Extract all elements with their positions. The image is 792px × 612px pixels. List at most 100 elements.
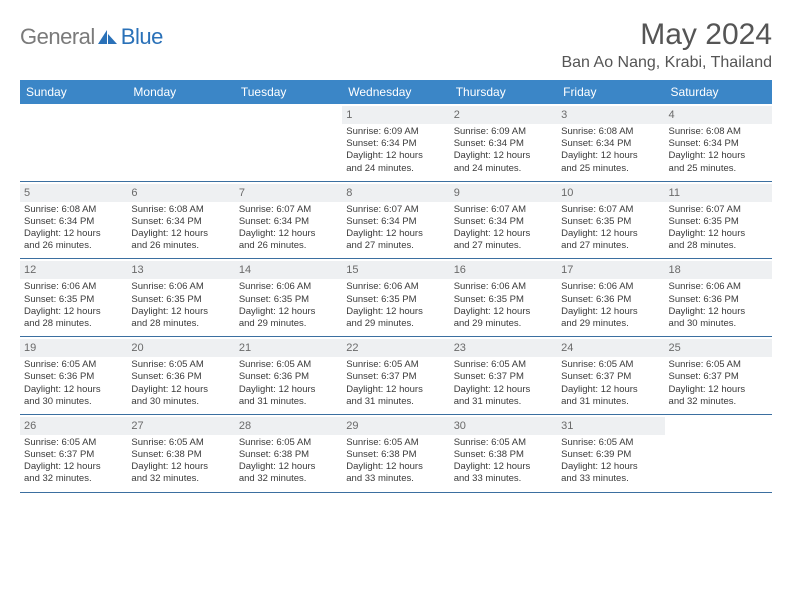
calendar-cell: 27Sunrise: 6:05 AMSunset: 6:38 PMDayligh… bbox=[127, 415, 234, 492]
day-details: Sunrise: 6:07 AMSunset: 6:34 PMDaylight:… bbox=[346, 204, 445, 253]
brand-part2: Blue bbox=[121, 27, 163, 47]
day-number: 2 bbox=[450, 106, 557, 124]
daylight-line: and 32 minutes. bbox=[239, 473, 338, 485]
daylight-line: and 31 minutes. bbox=[239, 396, 338, 408]
daylight-line: Daylight: 12 hours bbox=[346, 461, 445, 473]
daylight-line: Daylight: 12 hours bbox=[454, 461, 553, 473]
calendar-cell: 24Sunrise: 6:05 AMSunset: 6:37 PMDayligh… bbox=[557, 337, 664, 414]
sunrise-line: Sunrise: 6:06 AM bbox=[561, 281, 660, 293]
sunrise-line: Sunrise: 6:05 AM bbox=[131, 359, 230, 371]
month-title: May 2024 bbox=[561, 18, 772, 52]
title-block: May 2024 Ban Ao Nang, Krabi, Thailand bbox=[561, 18, 772, 72]
day-number: 1 bbox=[342, 106, 449, 124]
day-details: Sunrise: 6:08 AMSunset: 6:34 PMDaylight:… bbox=[131, 204, 230, 253]
daylight-line bbox=[669, 473, 768, 485]
daylight-line: Daylight: 12 hours bbox=[346, 228, 445, 240]
day-number: 9 bbox=[450, 184, 557, 202]
brand-part1: General bbox=[20, 24, 95, 50]
day-number: 19 bbox=[20, 339, 127, 357]
sunrise-line: Sunrise: 6:06 AM bbox=[454, 281, 553, 293]
day-number: 8 bbox=[342, 184, 449, 202]
day-details: Sunrise: 6:05 AMSunset: 6:38 PMDaylight:… bbox=[239, 437, 338, 486]
sunset-line: Sunset: 6:35 PM bbox=[24, 294, 123, 306]
day-details: Sunrise: 6:07 AMSunset: 6:34 PMDaylight:… bbox=[239, 204, 338, 253]
sunset-line: Sunset: 6:34 PM bbox=[561, 138, 660, 150]
calendar-cell: 28Sunrise: 6:05 AMSunset: 6:38 PMDayligh… bbox=[235, 415, 342, 492]
day-details: Sunrise: 6:06 AMSunset: 6:35 PMDaylight:… bbox=[131, 281, 230, 330]
sunset-line: Sunset: 6:35 PM bbox=[131, 294, 230, 306]
daylight-line: and 28 minutes. bbox=[669, 240, 768, 252]
day-number: 29 bbox=[342, 417, 449, 435]
daylight-line: Daylight: 12 hours bbox=[561, 228, 660, 240]
day-number: 17 bbox=[557, 261, 664, 279]
daylight-line: Daylight: 12 hours bbox=[669, 228, 768, 240]
daylight-line: Daylight: 12 hours bbox=[454, 306, 553, 318]
sunset-line: Sunset: 6:37 PM bbox=[454, 371, 553, 383]
sunrise-line: Sunrise: 6:08 AM bbox=[131, 204, 230, 216]
sunset-line: Sunset: 6:34 PM bbox=[346, 138, 445, 150]
calendar-cell: 3Sunrise: 6:08 AMSunset: 6:34 PMDaylight… bbox=[557, 104, 664, 181]
daylight-line: Daylight: 12 hours bbox=[131, 306, 230, 318]
calendar: SundayMondayTuesdayWednesdayThursdayFrid… bbox=[20, 80, 772, 493]
daylight-line: Daylight: 12 hours bbox=[239, 384, 338, 396]
daylight-line: and 33 minutes. bbox=[561, 473, 660, 485]
calendar-cell: 23Sunrise: 6:05 AMSunset: 6:37 PMDayligh… bbox=[450, 337, 557, 414]
sunset-line bbox=[24, 138, 123, 150]
daylight-line: and 26 minutes. bbox=[131, 240, 230, 252]
daylight-line: Daylight: 12 hours bbox=[669, 306, 768, 318]
day-number: 18 bbox=[665, 261, 772, 279]
day-details bbox=[131, 126, 230, 175]
sunset-line: Sunset: 6:34 PM bbox=[669, 138, 768, 150]
daylight-line bbox=[131, 150, 230, 162]
day-number: 22 bbox=[342, 339, 449, 357]
daylight-line: and 27 minutes. bbox=[454, 240, 553, 252]
daylight-line: Daylight: 12 hours bbox=[346, 150, 445, 162]
daylight-line: and 25 minutes. bbox=[669, 163, 768, 175]
daylight-line: and 33 minutes. bbox=[346, 473, 445, 485]
sunset-line: Sunset: 6:34 PM bbox=[454, 216, 553, 228]
day-details: Sunrise: 6:05 AMSunset: 6:37 PMDaylight:… bbox=[561, 359, 660, 408]
week-row: 19Sunrise: 6:05 AMSunset: 6:36 PMDayligh… bbox=[20, 337, 772, 415]
sunrise-line: Sunrise: 6:06 AM bbox=[131, 281, 230, 293]
sunrise-line: Sunrise: 6:07 AM bbox=[454, 204, 553, 216]
daylight-line: and 30 minutes. bbox=[131, 396, 230, 408]
sunset-line: Sunset: 6:36 PM bbox=[239, 371, 338, 383]
day-details: Sunrise: 6:09 AMSunset: 6:34 PMDaylight:… bbox=[454, 126, 553, 175]
daylight-line: and 27 minutes. bbox=[346, 240, 445, 252]
sunrise-line: Sunrise: 6:05 AM bbox=[239, 359, 338, 371]
calendar-cell: 17 Sunrise: 6:06 AMSunset: 6:36 PMDayligh… bbox=[557, 259, 664, 336]
calendar-cell: 31Sunrise: 6:05 AMSunset: 6:39 PMDayligh… bbox=[557, 415, 664, 492]
daylight-line bbox=[669, 461, 768, 473]
dow-sunday: Sunday bbox=[20, 80, 127, 104]
day-details: Sunrise: 6:06 AMSunset: 6:36 PMDaylight:… bbox=[561, 281, 660, 330]
calendar-cell: 21Sunrise: 6:05 AMSunset: 6:36 PMDayligh… bbox=[235, 337, 342, 414]
daylight-line: Daylight: 12 hours bbox=[561, 150, 660, 162]
daylight-line: Daylight: 12 hours bbox=[239, 306, 338, 318]
calendar-cell: 10Sunrise: 6:07 AMSunset: 6:35 PMDayligh… bbox=[557, 182, 664, 259]
daylight-line: Daylight: 12 hours bbox=[24, 384, 123, 396]
daylight-line: Daylight: 12 hours bbox=[24, 306, 123, 318]
sunset-line: Sunset: 6:35 PM bbox=[561, 216, 660, 228]
calendar-cell-empty bbox=[665, 415, 772, 492]
calendar-cell: 11Sunrise: 6:07 AMSunset: 6:35 PMDayligh… bbox=[665, 182, 772, 259]
day-details: Sunrise: 6:09 AMSunset: 6:34 PMDaylight:… bbox=[346, 126, 445, 175]
header: General Blue May 2024 Ban Ao Nang, Krabi… bbox=[20, 18, 772, 72]
calendar-cell: 13Sunrise: 6:06 AMSunset: 6:35 PMDayligh… bbox=[127, 259, 234, 336]
sunrise-line: Sunrise: 6:06 AM bbox=[346, 281, 445, 293]
day-details: Sunrise: 6:07 AMSunset: 6:35 PMDaylight:… bbox=[561, 204, 660, 253]
day-details: Sunrise: 6:07 AMSunset: 6:35 PMDaylight:… bbox=[669, 204, 768, 253]
daylight-line: and 31 minutes. bbox=[561, 396, 660, 408]
daylight-line: Daylight: 12 hours bbox=[131, 384, 230, 396]
daylight-line: and 33 minutes. bbox=[454, 473, 553, 485]
sunset-line: Sunset: 6:38 PM bbox=[131, 449, 230, 461]
day-number: 26 bbox=[20, 417, 127, 435]
brand-logo: General Blue bbox=[20, 18, 163, 50]
day-number: 12 bbox=[20, 261, 127, 279]
sunset-line: Sunset: 6:36 PM bbox=[561, 294, 660, 306]
day-details: Sunrise: 6:05 AMSunset: 6:36 PMDaylight:… bbox=[239, 359, 338, 408]
day-details: Sunrise: 6:05 AMSunset: 6:36 PMDaylight:… bbox=[131, 359, 230, 408]
daylight-line bbox=[239, 163, 338, 175]
sunset-line bbox=[131, 138, 230, 150]
dow-header: SundayMondayTuesdayWednesdayThursdayFrid… bbox=[20, 80, 772, 104]
day-details: Sunrise: 6:06 AMSunset: 6:35 PMDaylight:… bbox=[454, 281, 553, 330]
